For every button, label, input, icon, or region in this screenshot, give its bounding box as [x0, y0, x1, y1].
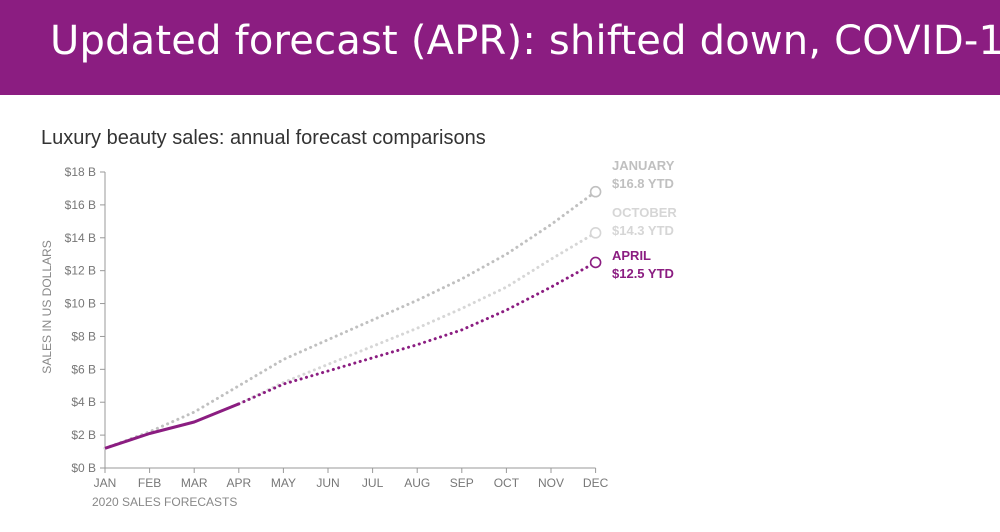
- y-tick-label: $4 B: [71, 395, 96, 409]
- series-end-marker-april: [589, 256, 602, 269]
- x-tick-label: OCT: [494, 476, 520, 490]
- chart-axes: $0 B $2 B $4 B $6 B $8 B $10 B $12 B $14 B $16 B…: [65, 165, 609, 490]
- series-line-october: [103, 231, 598, 450]
- series-line-april-actual: [104, 402, 240, 450]
- chart-title: Luxury beauty sales: annual forecast com…: [41, 127, 486, 149]
- y-tick-label: $6 B: [71, 362, 96, 376]
- y-tick-label: $16 B: [65, 198, 96, 212]
- slide-title: Updated forecast (APR): shifted down, CO…: [50, 18, 1000, 64]
- y-tick-label: $8 B: [71, 329, 96, 343]
- x-tick-label: JAN: [94, 476, 117, 490]
- x-tick-label: NOV: [538, 476, 564, 490]
- series-line-april-forecast: [237, 260, 598, 406]
- x-tick-label: JUL: [362, 476, 384, 490]
- annotation-october-line-1: OCTOBER: [612, 205, 677, 220]
- annotation-april-line-2: $12.5 YTD: [612, 266, 674, 281]
- annotation-january-line-1: JANUARY: [612, 158, 675, 173]
- x-tick-label: FEB: [138, 476, 161, 490]
- series-line-january: [103, 190, 598, 450]
- y-axis-title: SALES IN US DOLLARS: [40, 240, 54, 373]
- series-end-marker-january: [589, 185, 602, 198]
- series-end-marker-october: [589, 227, 602, 239]
- y-tick-label: $2 B: [71, 428, 96, 442]
- x-tick-label: APR: [226, 476, 251, 490]
- y-tick-label: $14 B: [65, 231, 96, 245]
- y-tick-label: $12 B: [65, 264, 96, 278]
- x-tick-label: MAR: [181, 476, 208, 490]
- chart-series: [103, 185, 602, 450]
- x-tick-label: SEP: [450, 476, 474, 490]
- chart-annotations: JANUARY $16.8 YTD OCTOBER $14.3 YTD APRIL $12…: [612, 158, 677, 281]
- x-tick-label: AUG: [404, 476, 430, 490]
- annotation-april-line-1: APRIL: [612, 248, 651, 263]
- annotation-october-line-2: $14.3 YTD: [612, 223, 674, 238]
- x-tick-label: DEC: [583, 476, 609, 490]
- y-tick-label: $0 B: [71, 461, 96, 475]
- title-banner: Updated forecast (APR): shifted down, CO…: [0, 0, 1000, 95]
- y-tick-label: $18 B: [65, 165, 96, 179]
- x-tick-label: JUN: [316, 476, 339, 490]
- x-axis-title: 2020 SALES FORECASTS: [92, 495, 237, 509]
- x-tick-label: MAY: [271, 476, 296, 490]
- y-tick-label: $10 B: [65, 297, 96, 311]
- annotation-january-line-2: $16.8 YTD: [612, 176, 674, 191]
